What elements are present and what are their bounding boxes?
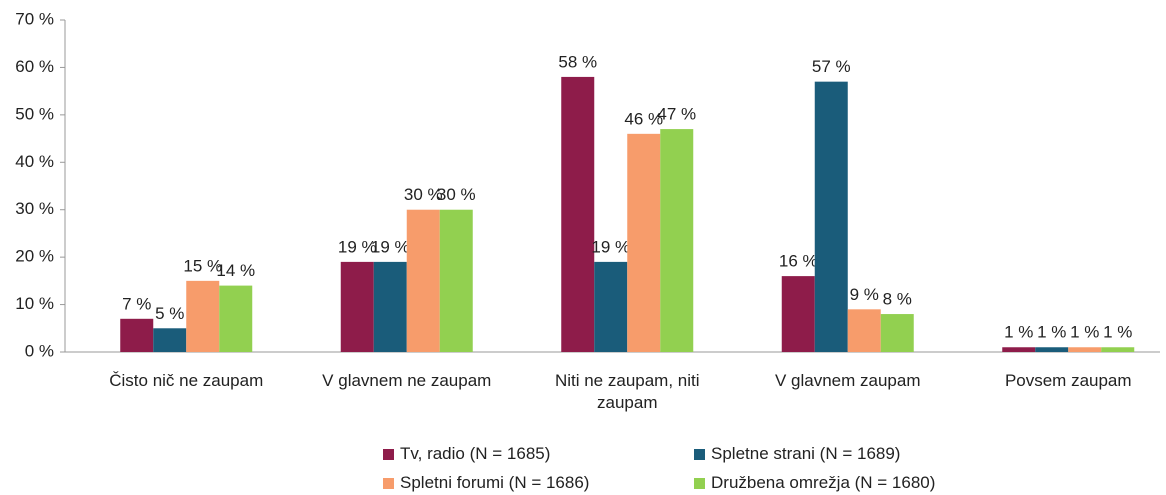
value-label: 9 % [850, 285, 879, 304]
x-tick-label: Čisto nič ne zaupam [109, 371, 264, 390]
value-label: 19 % [371, 237, 410, 256]
value-label: 58 % [558, 52, 597, 71]
y-tick-label: 30 % [15, 199, 54, 218]
legend-swatch [694, 477, 705, 489]
x-tick-label: Povsem zaupam [1004, 371, 1132, 390]
legend-item: Spletni forumi (N = 1686) [383, 473, 589, 493]
bar [627, 133, 661, 352]
value-label: 1 % [1070, 323, 1099, 342]
y-tick-label: 60 % [15, 57, 54, 76]
bar [1035, 347, 1069, 352]
value-label: 1 % [1004, 323, 1033, 342]
bar [660, 129, 694, 352]
legend-item: Tv, radio (N = 1685) [383, 444, 550, 464]
value-label: 19 % [591, 237, 630, 256]
bar [781, 276, 815, 352]
value-label: 1 % [1103, 323, 1132, 342]
value-label: 1 % [1037, 323, 1066, 342]
bar [814, 81, 848, 353]
value-label: 7 % [122, 294, 151, 313]
y-tick-label: 50 % [15, 104, 54, 123]
bar [594, 261, 628, 352]
bar [406, 209, 440, 352]
legend-swatch [383, 477, 394, 489]
bar [880, 314, 914, 352]
y-tick-label: 10 % [15, 294, 54, 313]
bar [561, 76, 595, 353]
bar [1068, 347, 1102, 352]
value-label: 14 % [216, 261, 255, 280]
bar [1101, 347, 1135, 352]
value-label: 15 % [183, 256, 222, 275]
bar [340, 261, 374, 352]
legend-swatch [383, 448, 394, 460]
value-label: 5 % [155, 304, 184, 323]
bar [1002, 347, 1036, 352]
legend-swatch [694, 448, 705, 460]
value-label: 16 % [779, 252, 818, 271]
value-label: 47 % [657, 105, 696, 124]
y-tick-label: 0 % [25, 341, 54, 360]
legend-label: Tv, radio (N = 1685) [400, 444, 551, 463]
value-label: 8 % [883, 290, 912, 309]
bar [120, 318, 154, 352]
bar [186, 280, 220, 352]
bar [439, 209, 473, 352]
x-tick-label: Niti ne zaupam, niti zaupam [554, 371, 700, 412]
value-label: 30 % [404, 185, 443, 204]
legend-label: Družbena omrežja (N = 1680) [711, 473, 936, 492]
legend-item: Spletne strani (N = 1689) [694, 444, 900, 464]
legend-label: Spletni forumi (N = 1686) [400, 473, 590, 492]
bar [219, 285, 253, 352]
bar [373, 261, 407, 352]
bar [847, 309, 881, 352]
value-label: 19 % [338, 237, 377, 256]
y-tick-label: 70 % [15, 9, 54, 28]
value-label: 30 % [437, 185, 476, 204]
bar [153, 328, 187, 352]
value-label: 57 % [812, 57, 851, 76]
x-tick-label: V glavnem zaupam [774, 371, 921, 390]
x-tick-label: V glavnem ne zaupam [322, 371, 492, 390]
y-tick-label: 40 % [15, 152, 54, 171]
legend-item: Družbena omrežja (N = 1680) [694, 473, 935, 493]
y-tick-label: 20 % [15, 247, 54, 266]
value-label: 46 % [624, 109, 663, 128]
legend-label: Spletne strani (N = 1689) [711, 444, 901, 463]
